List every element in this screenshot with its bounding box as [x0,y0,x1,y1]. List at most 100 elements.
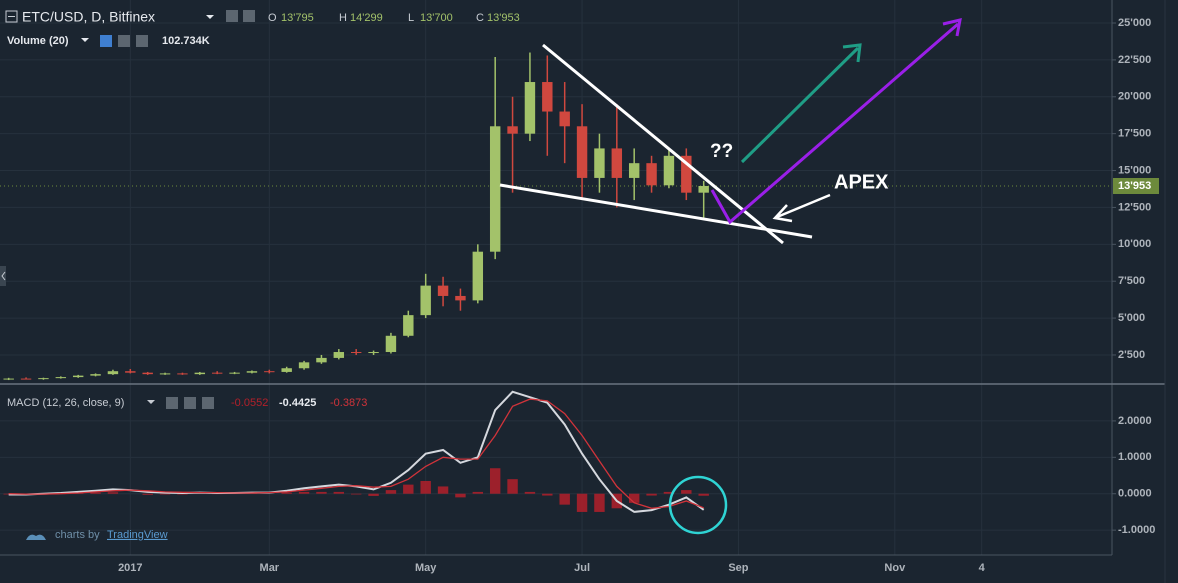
candle-body [229,372,240,374]
settings-icon[interactable] [243,10,255,22]
histogram-bar [437,486,449,494]
x-tick-label: 4 [979,562,986,574]
trend-line[interactable] [499,183,813,239]
candle-body [507,126,518,134]
histogram-bar [698,493,709,496]
ohlc-value: 13'953 [487,12,520,24]
y-tick-label: 2'500 [1118,349,1145,361]
arrow-up-purple[interactable] [710,18,962,225]
histogram-bar [542,493,553,496]
histogram-bar [646,493,657,496]
histogram-bar [472,491,484,494]
settings-icon[interactable] [166,397,178,409]
close-icon[interactable] [202,397,214,409]
candle-body [472,251,484,301]
candle-body [350,352,362,354]
candle-body [385,335,397,353]
y-tick-label: 2.0000 [1118,415,1152,427]
x-tick-label: Sep [728,562,748,574]
x-tick-label: Mar [260,562,280,574]
candle-body [611,148,623,178]
last-price-label: 13'953 [1118,180,1151,192]
candle-body [38,378,49,380]
dropdown-icon[interactable] [147,400,155,404]
y-tick-label: 10'000 [1118,238,1151,250]
last-price-tag [1113,177,1159,194]
candle-body [316,357,327,363]
settings-icon[interactable] [184,397,196,409]
candle-body [107,371,119,375]
candle-body [576,126,588,178]
histogram-bar [90,492,101,494]
brand-logo[interactable] [26,534,46,540]
ohlc-name: C [476,12,484,24]
annotation-text[interactable]: ?? [710,141,733,162]
macd-legend-value: -0.0552 [231,397,268,409]
candle-body [698,185,709,193]
footer-link[interactable]: TradingView [107,529,168,541]
highlight-circle[interactable] [668,475,728,535]
histogram-bar [576,493,588,512]
histogram-bar [350,493,362,495]
collapse-icon[interactable] [5,10,18,23]
histogram-bar [368,493,379,496]
dropdown-icon[interactable] [81,38,89,42]
candle-body [524,82,536,134]
settings-icon[interactable] [118,35,130,47]
candle-body [72,375,84,378]
candle-body [3,378,14,380]
histogram-bar [594,493,605,512]
side-tab[interactable] [0,266,6,286]
ohlc-value: 14'299 [350,12,383,24]
candle-body [159,373,171,375]
y-tick-label: 22'500 [1118,54,1151,66]
candle-body [663,155,675,186]
settings-icon[interactable] [226,10,238,22]
macd-title[interactable]: MACD (12, 26, close, 9) [7,397,124,409]
y-tick-label: 1.0000 [1118,451,1152,463]
candle-body [489,126,501,252]
marks-layer [3,52,709,513]
visibility-icon[interactable] [100,35,112,47]
histogram-bar [281,492,292,494]
dropdown-icon[interactable] [206,15,214,19]
y-tick-label: -1.0000 [1118,524,1155,536]
arrow-up-green[interactable] [740,43,862,164]
histogram-bar [159,493,171,495]
candle-body [194,372,206,375]
candle-body [437,285,449,296]
macd-legend-value: -0.3873 [330,397,367,409]
side-tab-arrow [1,271,6,281]
histogram-bar [142,493,153,495]
x-tick-label: May [415,562,437,574]
y-tick-label: 7'500 [1118,275,1145,287]
arrow-apex[interactable] [772,193,831,223]
histogram-bar [663,491,675,494]
ohlc-name: O [268,12,277,24]
candle-body [177,373,188,375]
histogram-bar [333,491,345,494]
y-tick-label: 12'500 [1118,201,1151,213]
candle-body [125,371,136,373]
candle-body [55,377,67,379]
indicator-name[interactable]: Volume (20) [7,35,69,47]
ohlc-value: 13'795 [281,12,314,24]
candle-body [368,352,379,354]
annotation-text[interactable]: APEX [834,171,889,193]
candle-body [142,372,153,375]
candle-body [681,155,692,193]
histogram-bar [455,493,466,498]
candle-body [264,371,275,373]
candle-body [281,368,292,372]
candle-body [455,295,466,301]
histogram-bar [489,468,501,494]
close-icon[interactable] [136,35,148,47]
candle-body [594,148,605,178]
y-tick-label: 5'000 [1118,312,1145,324]
macd-line [8,398,704,509]
candle-body [420,285,431,316]
symbol-title[interactable]: ETC/USD, D, Bitfinex [22,9,155,25]
candle-body [90,374,101,376]
